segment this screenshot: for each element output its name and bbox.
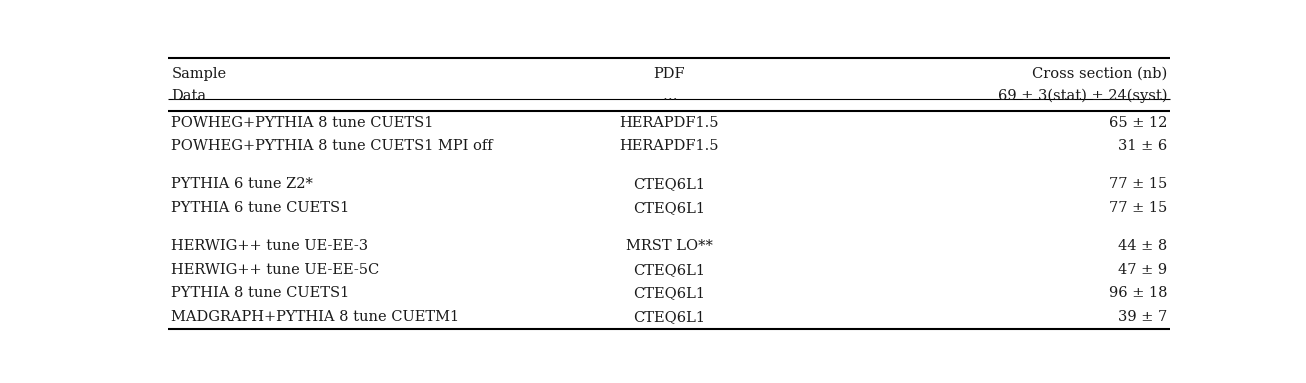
Text: CTEQ6L1: CTEQ6L1 xyxy=(633,310,705,324)
Text: MADGRAPH+PYTHIA 8 tune CUETM1: MADGRAPH+PYTHIA 8 tune CUETM1 xyxy=(171,310,460,324)
Text: PYTHIA 8 tune CUETS1: PYTHIA 8 tune CUETS1 xyxy=(171,286,350,301)
Text: Cross section (nb): Cross section (nb) xyxy=(1032,67,1168,81)
Text: PYTHIA 6 tune CUETS1: PYTHIA 6 tune CUETS1 xyxy=(171,201,350,215)
Text: HERAPDF1.5: HERAPDF1.5 xyxy=(619,116,720,130)
Text: 77 ± 15: 77 ± 15 xyxy=(1109,177,1168,192)
Text: CTEQ6L1: CTEQ6L1 xyxy=(633,201,705,215)
Text: Data: Data xyxy=(171,89,206,103)
Text: PDF: PDF xyxy=(653,67,686,81)
Text: HERWIG++ tune UE-EE-5C: HERWIG++ tune UE-EE-5C xyxy=(171,263,380,277)
Text: MRST LO**: MRST LO** xyxy=(626,239,713,253)
Text: HERWIG++ tune UE-EE-3: HERWIG++ tune UE-EE-3 xyxy=(171,239,368,253)
Text: 44 ± 8: 44 ± 8 xyxy=(1118,239,1168,253)
Text: POWHEG+PYTHIA 8 tune CUETS1: POWHEG+PYTHIA 8 tune CUETS1 xyxy=(171,116,434,130)
Text: HERAPDF1.5: HERAPDF1.5 xyxy=(619,139,720,154)
Text: PYTHIA 6 tune Z2*: PYTHIA 6 tune Z2* xyxy=(171,177,313,192)
Text: CTEQ6L1: CTEQ6L1 xyxy=(633,177,705,192)
Text: 69 ± 3(stat) ± 24(syst): 69 ± 3(stat) ± 24(syst) xyxy=(998,89,1168,103)
Text: CTEQ6L1: CTEQ6L1 xyxy=(633,263,705,277)
Text: 31 ± 6: 31 ± 6 xyxy=(1118,139,1168,154)
Text: …: … xyxy=(662,89,677,103)
Text: 39 ± 7: 39 ± 7 xyxy=(1118,310,1168,324)
Text: 47 ± 9: 47 ± 9 xyxy=(1118,263,1168,277)
Text: 96 ± 18: 96 ± 18 xyxy=(1109,286,1168,301)
Text: 65 ± 12: 65 ± 12 xyxy=(1109,116,1168,130)
Text: 77 ± 15: 77 ± 15 xyxy=(1109,201,1168,215)
Text: Sample: Sample xyxy=(171,67,226,81)
Text: POWHEG+PYTHIA 8 tune CUETS1 MPI off: POWHEG+PYTHIA 8 tune CUETS1 MPI off xyxy=(171,139,492,154)
Text: CTEQ6L1: CTEQ6L1 xyxy=(633,286,705,301)
